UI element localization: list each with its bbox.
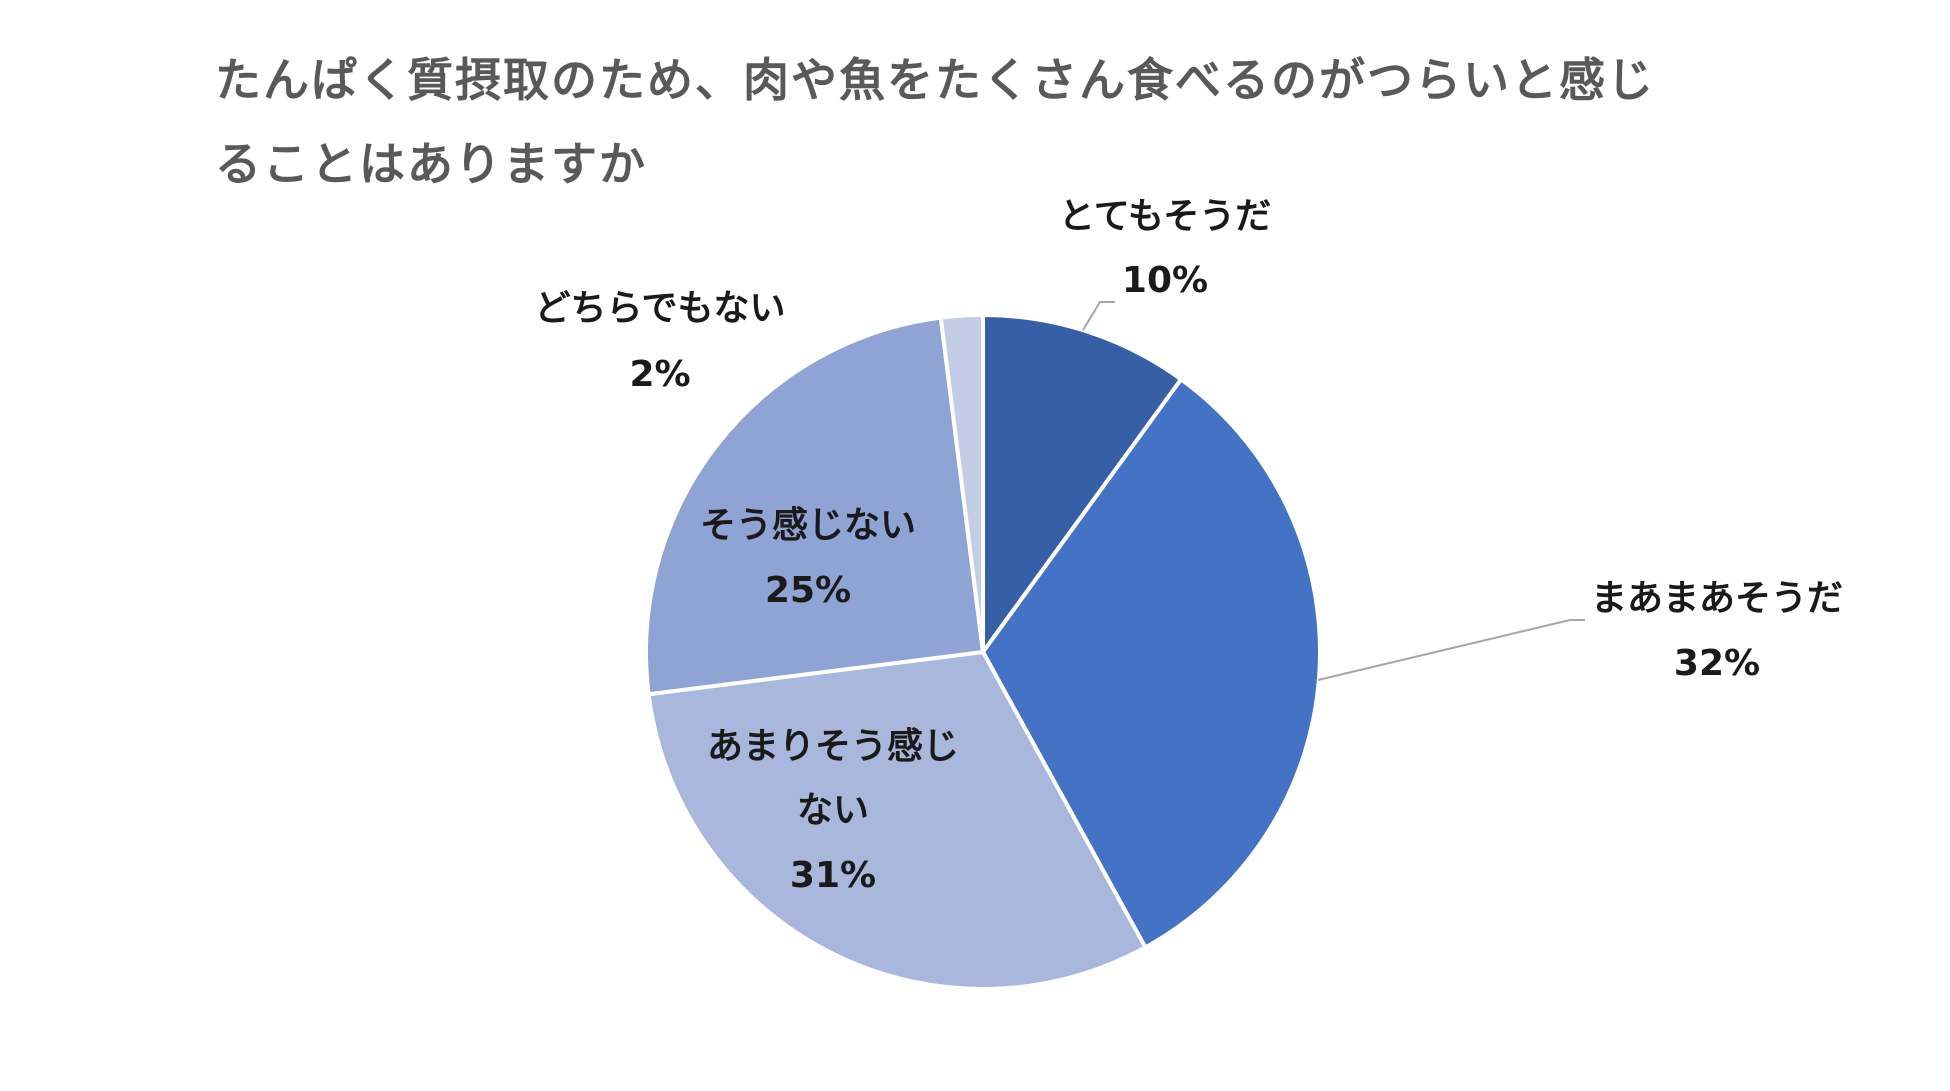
slice-value-5: 2% (629, 354, 690, 395)
leader-line-1 (1082, 301, 1115, 331)
pie-slice-3 (646, 649, 1149, 991)
pie-slice-5 (938, 312, 985, 653)
leader-line-2 (1317, 619, 1585, 681)
pie-slice-2 (980, 376, 1322, 951)
slice-label-3-line-2: ない (797, 790, 869, 831)
slice-value-2: 32% (1674, 643, 1760, 684)
leader-lines (1082, 301, 1585, 681)
slice-label-3-line-1: あまりそう感じ (707, 726, 959, 767)
pie-slices (644, 312, 1322, 991)
pie-slice-1 (981, 312, 1184, 659)
slice-value-3: 31% (790, 855, 876, 896)
pie-slice-4 (644, 315, 986, 697)
chart-title: たんぱく質摂取のため、肉や魚をたくさん食べるのがつらいと感じ ることはありますか (215, 38, 1775, 206)
slice-label-1-line-1: とてもそうだ (1059, 196, 1271, 237)
slice-label-5-line-1: どちらでもない (535, 288, 786, 329)
slice-label-4-line-1: そう感じない (700, 505, 916, 546)
slice-label-2-line-1: まあまあそうだ (1591, 578, 1843, 619)
slice-value-4: 25% (765, 570, 851, 611)
chart-title-line-1: たんぱく質摂取のため、肉や魚をたくさん食べるのがつらいと感じ (215, 53, 1655, 107)
chart-title-line-2: ることはありますか (215, 137, 647, 191)
slice-value-1: 10% (1122, 260, 1208, 301)
